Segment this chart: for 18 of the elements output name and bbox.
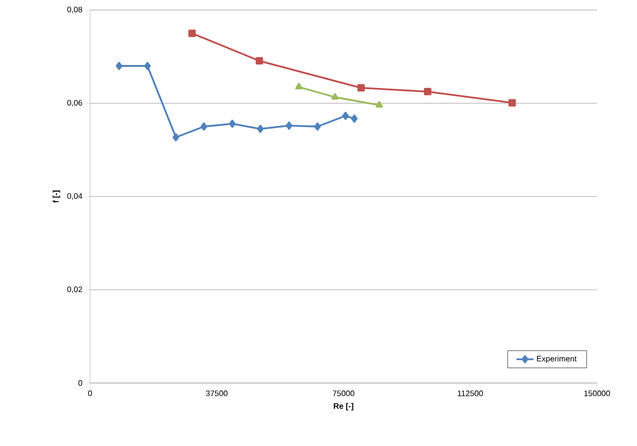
point xyxy=(314,122,321,131)
point xyxy=(257,124,264,133)
point xyxy=(295,82,303,90)
point xyxy=(144,62,151,70)
point xyxy=(229,120,236,128)
point xyxy=(424,88,432,96)
point xyxy=(286,122,292,130)
point xyxy=(200,122,208,131)
point xyxy=(342,112,349,120)
point xyxy=(188,30,196,38)
point xyxy=(376,101,383,108)
point xyxy=(331,93,339,100)
point xyxy=(116,62,122,70)
point xyxy=(351,114,358,123)
point xyxy=(357,84,365,92)
point xyxy=(172,133,180,142)
point xyxy=(508,99,516,106)
point xyxy=(256,57,264,65)
